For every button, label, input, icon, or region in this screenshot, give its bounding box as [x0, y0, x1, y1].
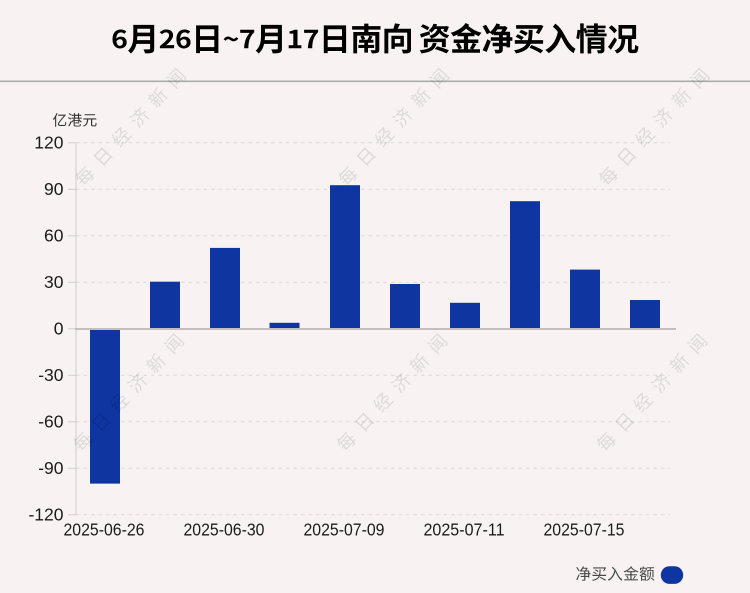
svg-text:60: 60: [44, 225, 64, 245]
svg-text:-60: -60: [38, 411, 64, 431]
svg-text:2025-06-26: 2025-06-26: [64, 520, 145, 540]
svg-text:90: 90: [44, 179, 64, 199]
svg-text:2025-06-30: 2025-06-30: [184, 520, 265, 540]
svg-text:-90: -90: [38, 458, 64, 478]
svg-text:-30: -30: [38, 365, 64, 385]
svg-text:2025-07-09: 2025-07-09: [304, 520, 385, 540]
svg-text:2025-07-11: 2025-07-11: [424, 520, 505, 540]
svg-text:0: 0: [54, 318, 64, 338]
svg-text:-120: -120: [28, 504, 63, 524]
svg-text:120: 120: [34, 132, 63, 152]
svg-text:2025-07-15: 2025-07-15: [544, 520, 625, 540]
svg-text:30: 30: [44, 272, 64, 292]
